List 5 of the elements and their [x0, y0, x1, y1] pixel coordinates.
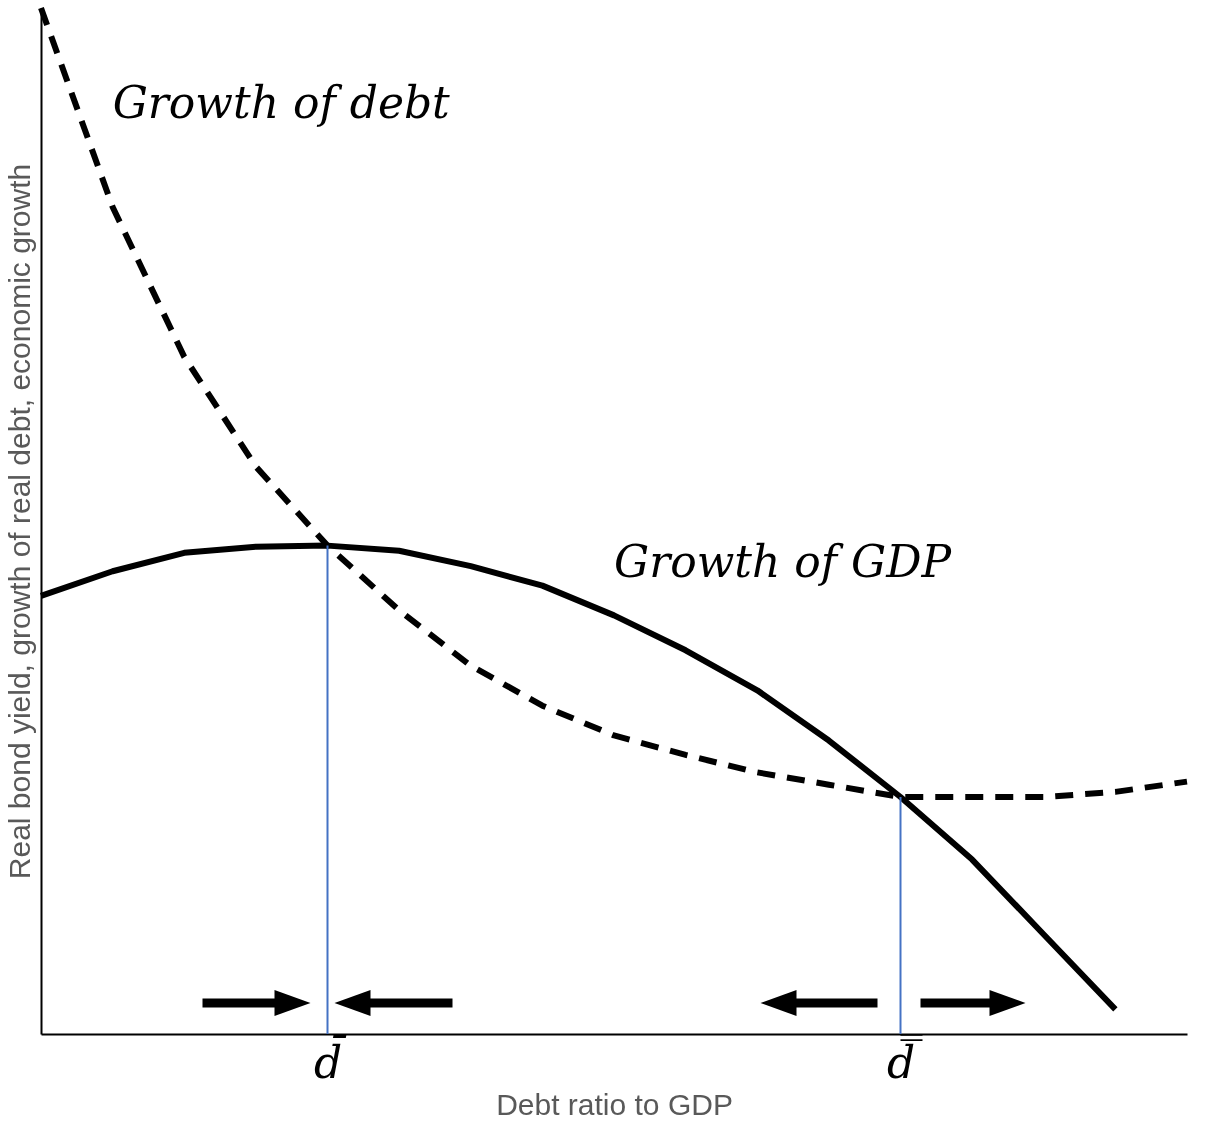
y-axis-title: Real bond yield, growth of real debt, economic growth: [2, 163, 36, 880]
x-axis-title: Debt ratio to GDP: [496, 1087, 733, 1121]
series-label: Growth of debt: [112, 77, 451, 129]
series-label: Growth of GDP: [614, 536, 953, 588]
x-tick-label: d̄: [313, 1033, 347, 1088]
